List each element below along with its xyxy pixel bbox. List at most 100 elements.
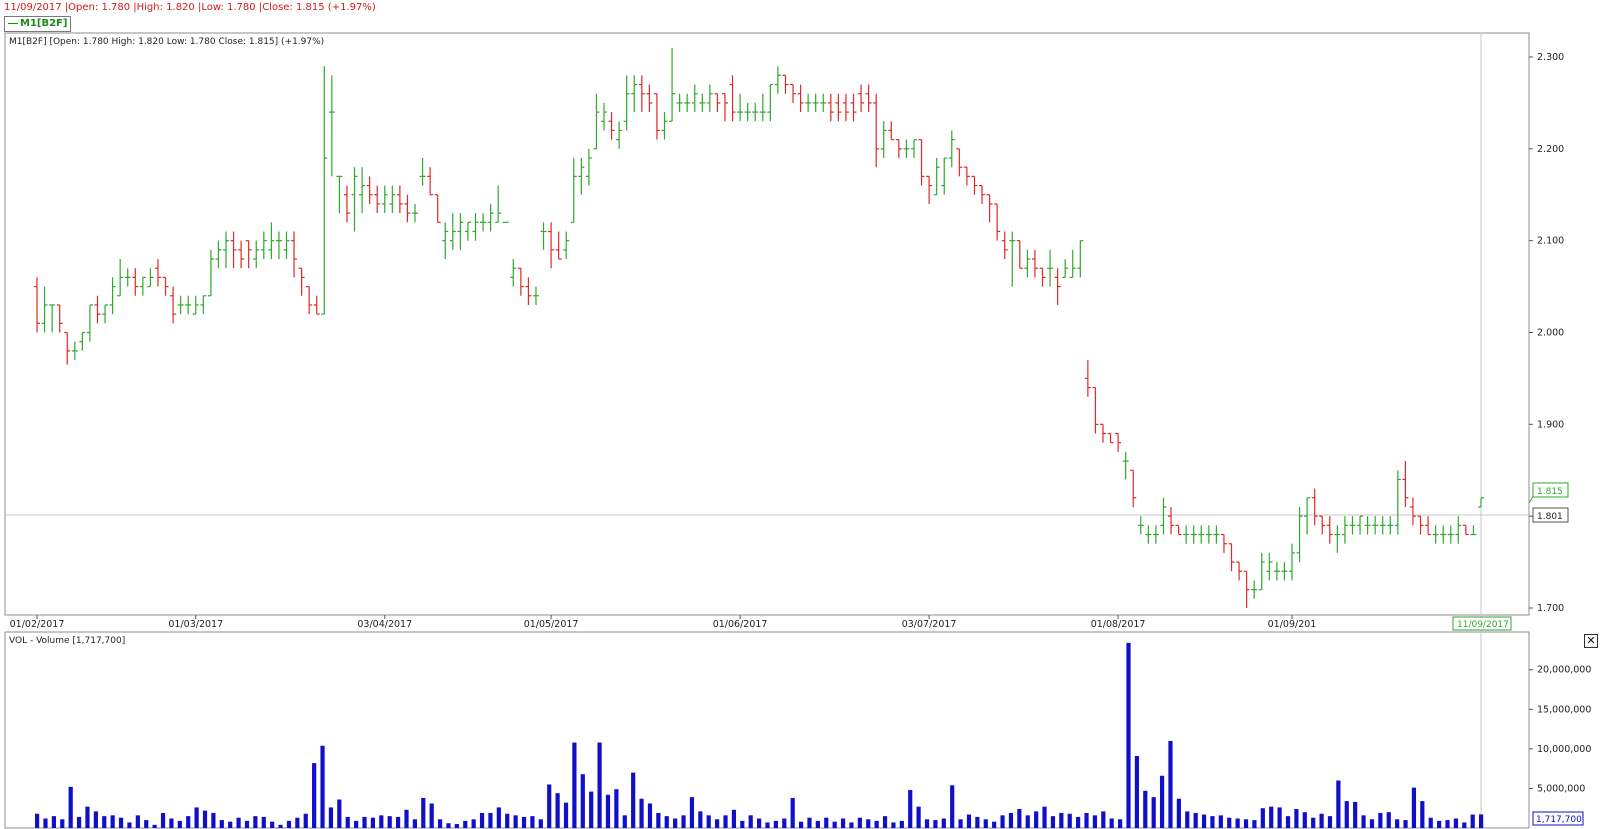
volume-bar[interactable]: [757, 818, 762, 828]
volume-bar[interactable]: [1193, 812, 1198, 828]
ohlc-bar[interactable]: [623, 75, 630, 131]
ohlc-bar[interactable]: [737, 93, 744, 122]
ohlc-bar[interactable]: [1099, 423, 1106, 443]
ohlc-bar[interactable]: [994, 203, 1001, 241]
ohlc-bar[interactable]: [616, 121, 623, 149]
volume-bar[interactable]: [437, 819, 443, 828]
ohlc-bar[interactable]: [752, 102, 759, 122]
volume-bar[interactable]: [1302, 812, 1307, 828]
ohlc-bar[interactable]: [321, 66, 328, 315]
volume-bar[interactable]: [261, 816, 266, 828]
volume-bar[interactable]: [1411, 787, 1417, 828]
volume-bar[interactable]: [555, 793, 560, 828]
ohlc-bar[interactable]: [570, 158, 577, 223]
volume-bar[interactable]: [832, 821, 837, 828]
ohlc-bar[interactable]: [774, 66, 781, 94]
volume-bar[interactable]: [723, 815, 728, 828]
volume-bar[interactable]: [127, 822, 132, 828]
volume-bar[interactable]: [1269, 806, 1274, 828]
volume-bar[interactable]: [681, 815, 686, 828]
ohlc-bar[interactable]: [1031, 249, 1038, 278]
ohlc-bar[interactable]: [1462, 524, 1469, 536]
volume-bar[interactable]: [211, 812, 216, 828]
volume-bar[interactable]: [547, 784, 552, 828]
ohlc-bar[interactable]: [449, 213, 456, 250]
volume-bar[interactable]: [824, 817, 829, 828]
ohlc-bar[interactable]: [1054, 268, 1061, 305]
ohlc-bar[interactable]: [434, 194, 441, 223]
volume-bar[interactable]: [1353, 801, 1358, 828]
ohlc-bar[interactable]: [669, 47, 676, 122]
volume-bar[interactable]: [1168, 740, 1173, 828]
ohlc-bar[interactable]: [215, 240, 222, 269]
volume-bar[interactable]: [1462, 822, 1467, 828]
volume-bar[interactable]: [362, 816, 367, 828]
ohlc-bar[interactable]: [1425, 516, 1432, 536]
volume-bar[interactable]: [51, 816, 56, 828]
volume-bar[interactable]: [521, 816, 527, 828]
volume-bar[interactable]: [1437, 820, 1442, 828]
ohlc-bar[interactable]: [1175, 524, 1182, 536]
volume-bar[interactable]: [446, 823, 451, 828]
volume-bar[interactable]: [1185, 811, 1190, 828]
ohlc-bar[interactable]: [34, 277, 40, 333]
ohlc-bar[interactable]: [676, 93, 683, 113]
ohlc-bar[interactable]: [744, 102, 751, 122]
ohlc-bar[interactable]: [578, 158, 585, 195]
ohlc-bar[interactable]: [1319, 515, 1326, 535]
volume-bar[interactable]: [731, 809, 737, 828]
volume-bar[interactable]: [270, 821, 275, 828]
volume-bar[interactable]: [1294, 809, 1299, 828]
ohlc-bar[interactable]: [631, 75, 638, 113]
ohlc-bar[interactable]: [608, 112, 615, 140]
ohlc-bar[interactable]: [253, 240, 260, 269]
ohlc-bar[interactable]: [706, 84, 713, 113]
ohlc-bar[interactable]: [306, 285, 313, 315]
ohlc-bar[interactable]: [185, 295, 192, 315]
volume-bar[interactable]: [656, 812, 661, 828]
volume-bar[interactable]: [563, 802, 569, 828]
volume-bar[interactable]: [463, 820, 468, 828]
ohlc-bar[interactable]: [540, 222, 547, 250]
volume-bar[interactable]: [354, 820, 359, 828]
ohlc-bar[interactable]: [797, 84, 804, 113]
ohlc-bar[interactable]: [1190, 525, 1197, 544]
volume-bar[interactable]: [228, 821, 233, 828]
volume-bar[interactable]: [345, 816, 350, 828]
volume-bar[interactable]: [93, 811, 98, 828]
volume-bar[interactable]: [589, 791, 594, 828]
volume-bar[interactable]: [1395, 819, 1400, 828]
ohlc-bar[interactable]: [933, 158, 940, 196]
volume-bar[interactable]: [488, 812, 493, 828]
volume-bar[interactable]: [857, 817, 862, 828]
volume-bar[interactable]: [370, 817, 376, 828]
volume-bar[interactable]: [1445, 820, 1450, 828]
ohlc-bar[interactable]: [691, 84, 698, 113]
ohlc-bar[interactable]: [1372, 516, 1379, 535]
ohlc-bar[interactable]: [94, 295, 101, 324]
volume-bar[interactable]: [1017, 809, 1022, 828]
volume-bar[interactable]: [295, 817, 300, 828]
volume-bar[interactable]: [891, 822, 896, 828]
volume-bar[interactable]: [320, 745, 325, 828]
volume-bar[interactable]: [454, 824, 459, 828]
ohlc-bar[interactable]: [548, 222, 555, 269]
ohlc-bar[interactable]: [865, 84, 872, 113]
ohlc-bar[interactable]: [790, 83, 797, 103]
ohlc-bar[interactable]: [585, 148, 592, 186]
volume-bar[interactable]: [1252, 820, 1257, 828]
volume-bar[interactable]: [1218, 815, 1223, 828]
ohlc-bar[interactable]: [487, 203, 494, 232]
ohlc-bar[interactable]: [1341, 516, 1348, 544]
ohlc-bar[interactable]: [56, 304, 63, 333]
volume-bar[interactable]: [1470, 814, 1475, 828]
volume-bar[interactable]: [572, 742, 577, 828]
ohlc-bar[interactable]: [109, 277, 116, 315]
ohlc-bar[interactable]: [1198, 525, 1205, 544]
volume-bar[interactable]: [1386, 812, 1391, 828]
volume-bar[interactable]: [689, 797, 695, 828]
ohlc-bar[interactable]: [336, 175, 343, 214]
price-plot-area[interactable]: [4, 32, 1530, 616]
ohlc-bar[interactable]: [684, 93, 691, 113]
ohlc-bar[interactable]: [812, 93, 819, 113]
